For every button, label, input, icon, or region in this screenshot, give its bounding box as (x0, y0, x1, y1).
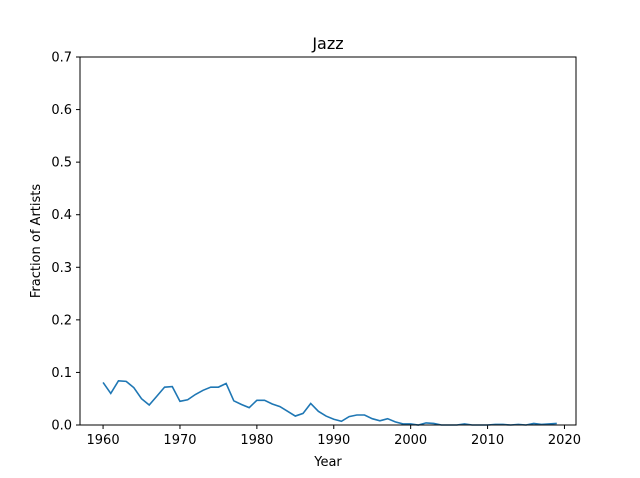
x-axis-label: Year (313, 455, 342, 470)
y-tick-label: 0.5 (51, 156, 72, 171)
y-tick-label: 0.3 (51, 261, 72, 276)
x-tick-label: 2000 (394, 433, 427, 448)
series-line (102, 380, 557, 426)
x-tick-label: 1970 (163, 433, 196, 448)
chart-title: Jazz (311, 34, 343, 53)
y-tick-label: 0.4 (51, 208, 72, 223)
y-tick-label: 0.7 (51, 51, 72, 66)
y-tick-label: 0.1 (51, 366, 72, 381)
x-tick-label: 2020 (548, 433, 581, 448)
y-axis-label: Fraction of Artists (29, 184, 44, 299)
x-tick-label: 1960 (87, 433, 120, 448)
x-tick-label: 1980 (240, 433, 273, 448)
x-tick-label: 2010 (471, 433, 504, 448)
x-tick-label: 1990 (317, 433, 350, 448)
y-tick-label: 0.0 (51, 419, 72, 434)
plot-frame (79, 56, 577, 426)
y-tick-label: 0.6 (51, 103, 72, 118)
y-tick-label: 0.2 (51, 313, 72, 328)
